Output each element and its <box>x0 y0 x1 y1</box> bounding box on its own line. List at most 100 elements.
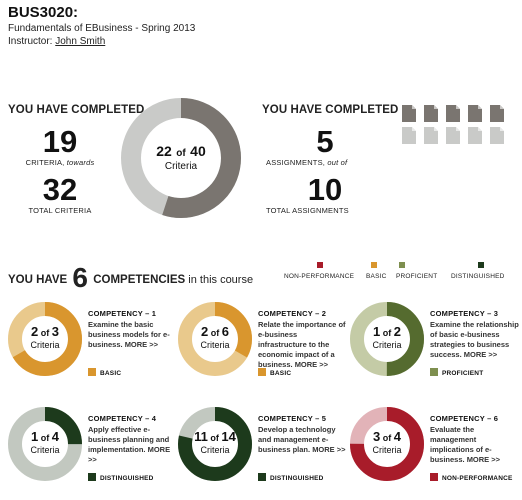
competency-donut-fill <box>8 407 82 481</box>
competency-level-label: BASIC <box>270 370 292 377</box>
competency-criteria-total: 6 <box>221 324 229 339</box>
assignments-total-label: TOTAL ASSIGNMENTS <box>266 206 349 215</box>
assignment-document-icon <box>468 105 482 122</box>
competencies-heading-prefix: YOU HAVE <box>8 274 68 286</box>
criteria-donut <box>121 98 241 218</box>
competency-more-link[interactable]: MORE >> <box>294 360 329 369</box>
competency-criteria-label: Criteria <box>30 340 60 350</box>
legend-swatch <box>478 262 484 268</box>
legend-swatch <box>317 262 323 268</box>
competency-donut-center: 1 of 2 Criteria <box>357 323 417 350</box>
competency-title: COMPETENCY – 4 <box>88 414 157 423</box>
competency-description-text: Relate the importance of e-business infr… <box>258 320 346 369</box>
competency-donut <box>350 302 424 376</box>
competency-description-text: Apply effective e-business planning and … <box>88 425 170 454</box>
competency-criteria-total: 14 <box>221 429 236 444</box>
competency-donut <box>8 302 82 376</box>
assignment-document-icon <box>402 127 416 144</box>
instructor-link[interactable]: John Smith <box>55 36 106 47</box>
legend-label: NON-PERFORMANCE <box>284 273 355 280</box>
competency-level-label: BASIC <box>100 370 122 377</box>
criteria-donut-of: of <box>176 148 186 159</box>
competency-donut <box>178 407 252 481</box>
competency-description: Apply effective e-business planning and … <box>88 425 178 465</box>
legend-label: DISTINGUISHED <box>451 273 505 280</box>
criteria-total-label: TOTAL CRITERIA <box>28 206 92 215</box>
criteria-donut-center: 22 of 40 Criteria <box>131 143 231 172</box>
competency-more-link[interactable]: MORE >> <box>466 455 501 464</box>
competency-criteria-done: 11 <box>194 429 208 444</box>
assignment-document-icon <box>402 105 416 122</box>
competency-description: Relate the importance of e-business infr… <box>258 320 348 370</box>
criteria-donut-total: 40 <box>190 143 206 159</box>
competency-criteria-done: 2 <box>31 324 39 339</box>
competency-title: COMPETENCY – 6 <box>430 414 499 423</box>
criteria-donut-fill <box>121 98 241 218</box>
competency-donut-center: 1 of 4 Criteria <box>15 428 75 455</box>
competency-criteria-done: 1 <box>31 429 39 444</box>
competency-description: Evaluate the management implications of … <box>430 425 520 465</box>
competency-criteria-done: 3 <box>373 429 381 444</box>
competency-donut-fill <box>178 302 252 376</box>
competency-donut-fill <box>8 302 82 376</box>
assignments-heading: YOU HAVE COMPLETED <box>262 104 399 116</box>
competency-criteria-done: 2 <box>201 324 209 339</box>
competency-level-label: DISTINGUISHED <box>270 475 324 482</box>
legend-label: PROFICIENT <box>396 273 438 280</box>
competency-level-badge: PROFICIENT <box>430 368 483 377</box>
competency-level-swatch <box>430 368 438 376</box>
competency-level-swatch <box>88 368 96 376</box>
competency-more-link[interactable]: MORE >> <box>124 340 159 349</box>
competency-level-swatch <box>258 368 266 376</box>
criteria-completed-label-italic: towards <box>66 158 95 167</box>
assignment-document-icon <box>424 105 438 122</box>
competency-more-link[interactable]: MORE >> <box>88 445 171 464</box>
competency-donut-center: 11 of 14 Criteria <box>185 428 245 455</box>
competencies-heading-bold: COMPETENCIES <box>93 274 186 286</box>
course-code: BUS3020: <box>8 4 79 21</box>
competency-donut-center: 3 of 4 Criteria <box>357 428 417 455</box>
competency-level-swatch <box>88 473 96 481</box>
competency-criteria-label: Criteria <box>200 340 230 350</box>
competency-level-badge: DISTINGUISHED <box>258 473 324 482</box>
competency-criteria-total: 2 <box>393 324 401 339</box>
competency-criteria-label: Criteria <box>372 445 402 455</box>
assignment-document-icon <box>446 127 460 144</box>
legend-swatch <box>371 262 377 268</box>
competency-level-badge: BASIC <box>258 368 291 377</box>
competency-level-label: NON-PERFORMANCE <box>442 475 513 482</box>
assignments-total-count: 10 <box>307 172 343 207</box>
competency-criteria-of: of <box>207 433 222 443</box>
criteria-total-count: 32 <box>42 172 78 207</box>
competency-description: Examine the basic business models for e-… <box>88 320 178 350</box>
competencies-heading-suffix: in this course <box>185 274 254 286</box>
competency-donut-center: 2 of 6 Criteria <box>185 323 245 350</box>
competency-title: COMPETENCY – 2 <box>258 309 327 318</box>
competency-criteria-of: of <box>38 433 52 443</box>
competency-criteria-of: of <box>380 328 394 338</box>
competency-donut <box>350 407 424 481</box>
competency-level-swatch <box>430 473 438 481</box>
assignment-document-icon <box>468 127 482 144</box>
competency-donut-fill <box>350 302 424 376</box>
competency-level-badge: NON-PERFORMANCE <box>430 473 513 482</box>
competency-description-text: Develop a technology and management e-bu… <box>258 425 336 454</box>
criteria-completed-count: 19 <box>42 124 78 159</box>
competency-criteria-of: of <box>38 328 52 338</box>
assignment-document-icon <box>490 105 504 122</box>
competency-level-badge: BASIC <box>88 368 121 377</box>
competency-criteria-total: 4 <box>393 429 401 444</box>
competency-title: COMPETENCY – 3 <box>430 309 499 318</box>
assignment-document-icon <box>446 105 460 122</box>
assignments-completed-count: 5 <box>316 124 334 159</box>
competency-description: Develop a technology and management e-bu… <box>258 425 348 455</box>
competencies-count: 6 <box>72 262 88 293</box>
competency-level-label: PROFICIENT <box>442 370 484 377</box>
competency-more-link[interactable]: MORE >> <box>312 445 346 454</box>
criteria-completed-label: CRITERIA, towards <box>0 158 120 167</box>
competency-criteria-label: Criteria <box>200 445 230 455</box>
competency-donut-fill <box>178 407 252 481</box>
competency-more-link[interactable]: MORE >> <box>463 350 498 359</box>
criteria-completed-label-main: CRITERIA, <box>25 158 67 167</box>
competency-level-badge: DISTINGUISHED <box>88 473 154 482</box>
